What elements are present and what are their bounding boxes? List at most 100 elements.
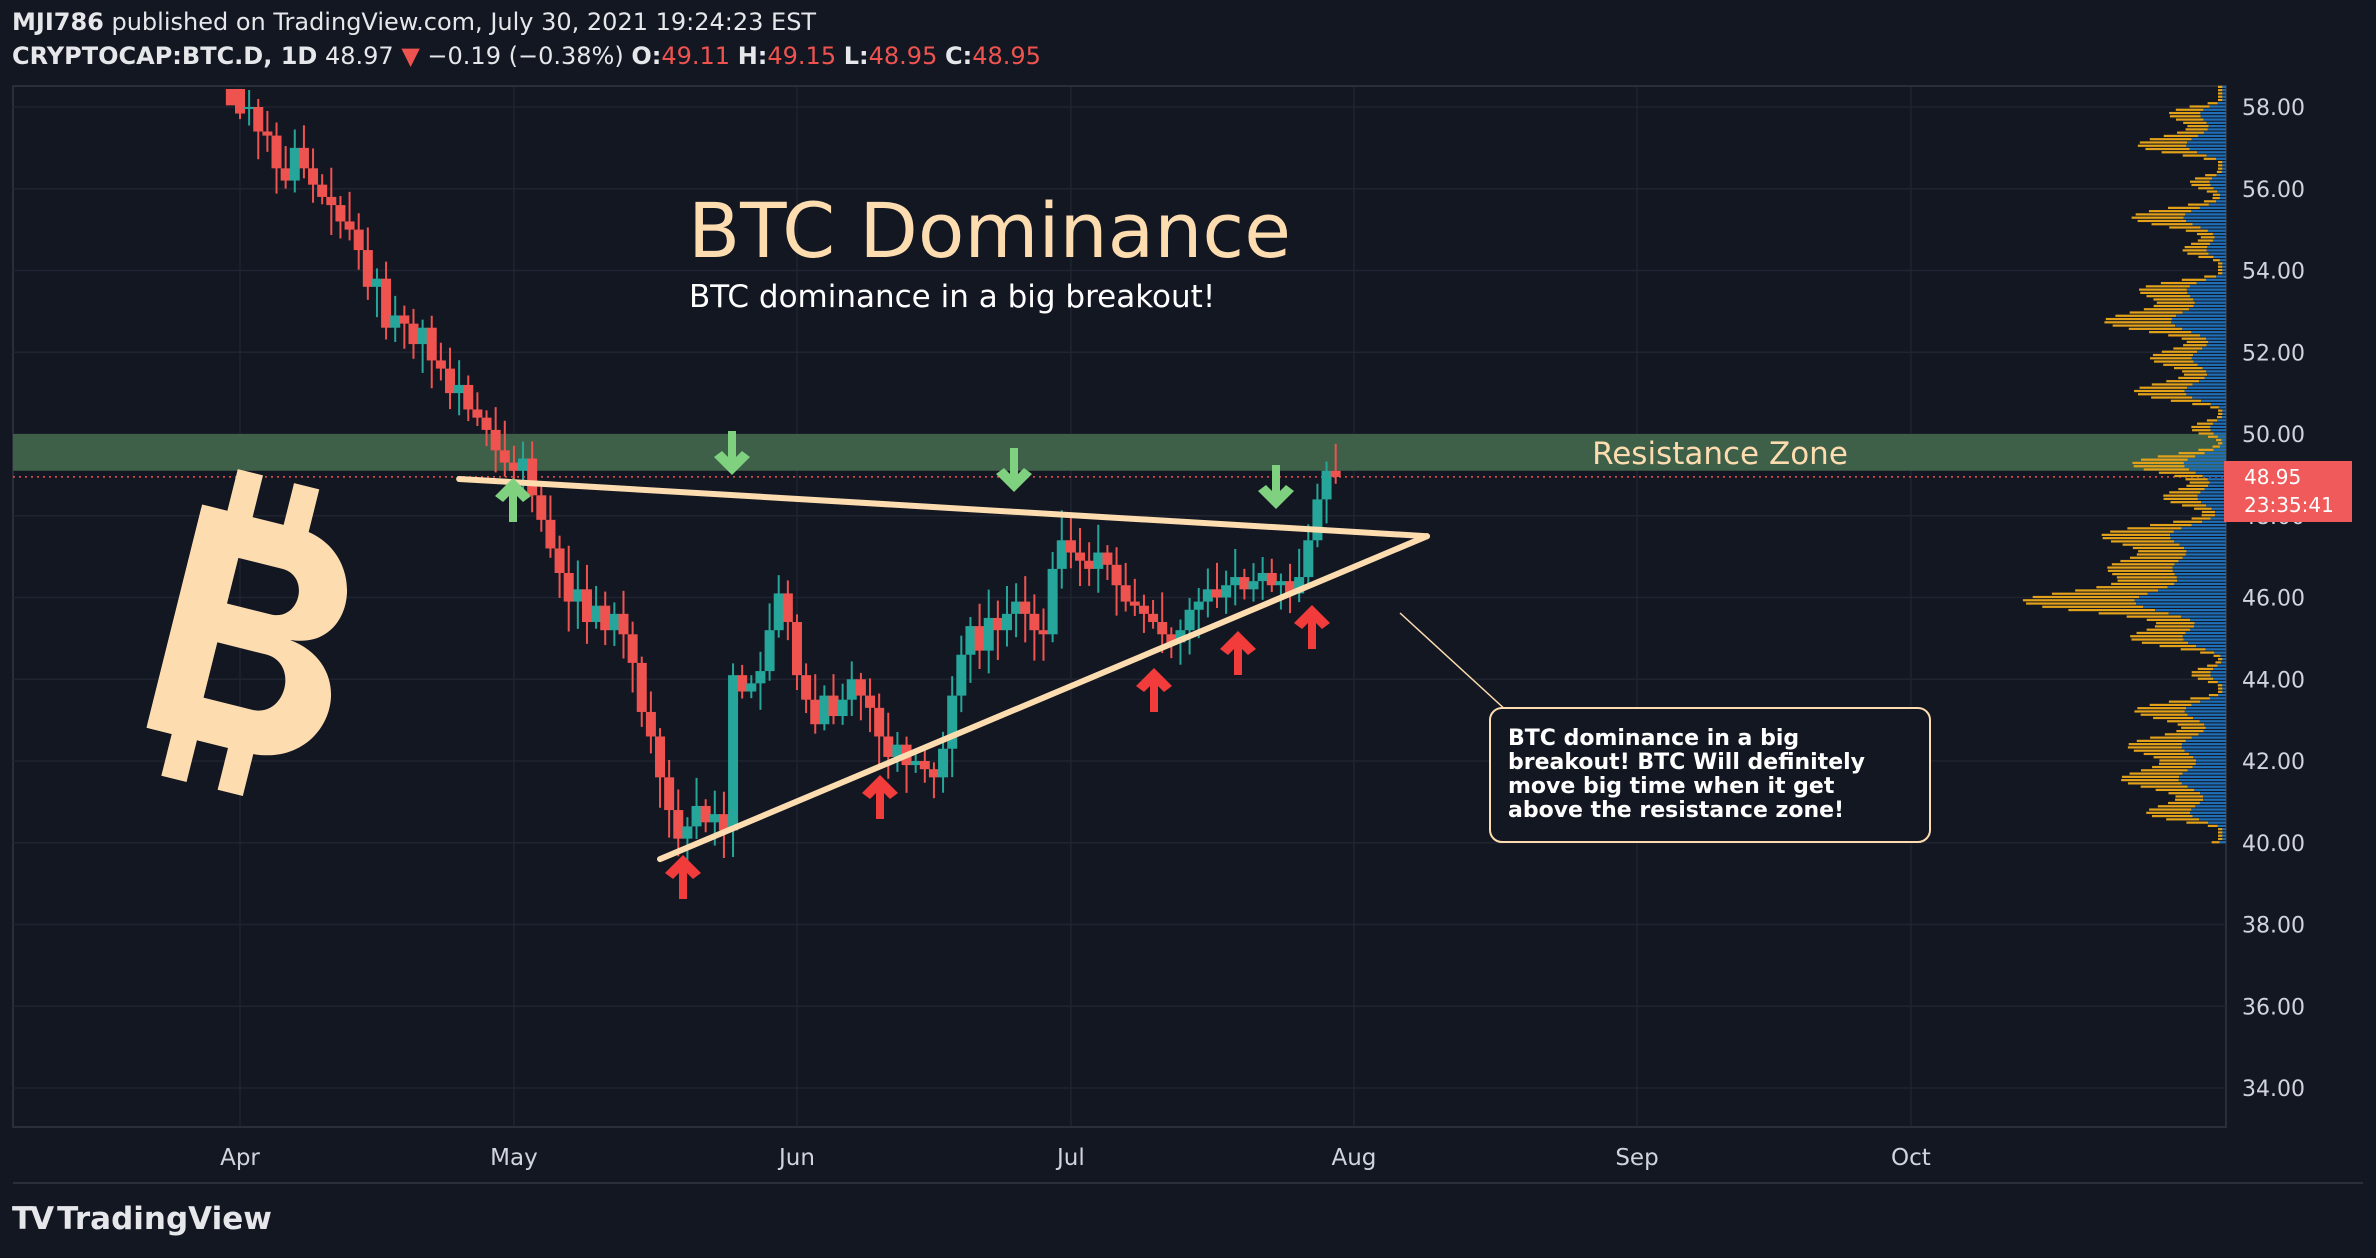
candle-body <box>1111 564 1122 586</box>
volume-profile-bar <box>2146 811 2191 814</box>
volume-profile-bar <box>2177 131 2204 134</box>
volume-profile-bar <box>2140 291 2188 294</box>
volume-profile-bar <box>2207 373 2226 376</box>
close-label: C: <box>944 42 973 70</box>
volume-profile-bar <box>2197 151 2226 154</box>
volume-profile-bar <box>2149 808 2192 811</box>
price-change: −0.19 (−0.38%) <box>427 42 624 70</box>
candle-body <box>855 679 866 696</box>
candle-body <box>1285 581 1296 594</box>
candle-body <box>700 805 711 823</box>
callout-text: BTC dominance in a big breakout! BTC Wil… <box>1508 726 1873 823</box>
volume-profile-bar <box>2212 177 2226 180</box>
volume-profile-bar <box>2187 203 2209 206</box>
candle-body <box>682 826 693 839</box>
volume-profile-bar <box>2205 726 2226 729</box>
candle-body <box>655 736 666 778</box>
volume-profile-bar <box>2206 419 2218 422</box>
volume-profile-bar <box>2150 357 2192 360</box>
published-text: published on TradingView.com, July 30, 2… <box>111 8 817 36</box>
candle-body <box>1093 552 1104 569</box>
volume-profile-bar <box>2163 363 2198 366</box>
candle-body <box>1075 552 1086 561</box>
volume-profile-bar <box>2182 370 2207 373</box>
volume-profile-bar <box>2212 232 2226 236</box>
volume-profile-bar <box>2136 631 2186 635</box>
volume-profile-bar <box>2182 327 2226 330</box>
candle-body <box>572 589 583 602</box>
candle-body <box>1001 613 1012 631</box>
high-value: 49.15 <box>767 42 837 70</box>
volume-profile-bar <box>2210 517 2226 520</box>
candle-body <box>1266 572 1277 586</box>
candle-body <box>627 634 638 663</box>
candle-body <box>1056 540 1067 569</box>
volume-profile-bar <box>2195 471 2226 474</box>
price-tick-label: 52.00 <box>2242 341 2305 366</box>
volume-profile-bar <box>2184 465 2226 468</box>
volume-profile-bar <box>2209 105 2226 108</box>
candle-body <box>819 695 830 725</box>
price-tick-label: 40.00 <box>2242 832 2305 857</box>
volume-profile-bar <box>2200 111 2226 115</box>
tradingview-brand[interactable]: TV TradingView <box>12 1201 272 1237</box>
volume-profile-bar <box>2168 801 2200 805</box>
volume-profile-bar <box>2218 167 2223 170</box>
volume-profile-bar <box>2197 677 2214 680</box>
volume-profile-bar <box>2215 661 2222 664</box>
volume-profile-bar <box>2222 409 2226 412</box>
volume-profile-bar <box>2184 389 2226 393</box>
candle-body <box>1184 609 1195 631</box>
volume-profile-bar <box>2141 458 2188 461</box>
volume-profile-bar <box>2215 157 2226 160</box>
time-axis[interactable]: Apr May Jun Jul Aug Sep Oct <box>220 1145 1931 1171</box>
volume-profile-bar <box>2217 824 2226 827</box>
volume-profile-bar <box>2169 111 2201 115</box>
volume-profile-bar <box>2185 553 2226 556</box>
volume-profile-bar <box>2193 298 2226 301</box>
volume-profile-bar <box>2218 831 2223 834</box>
volume-profile-bar <box>2194 301 2226 304</box>
candle-body <box>600 605 611 631</box>
volume-profile-bar <box>2135 213 2186 216</box>
up-arrow-icon <box>1136 668 1172 712</box>
volume-profile-bar <box>2102 537 2171 540</box>
volume-profile-bar <box>2143 468 2189 471</box>
volume-profile-bar <box>2130 635 2183 638</box>
author[interactable]: MJI786 <box>12 8 104 36</box>
resistance-zone <box>13 434 2226 471</box>
volume-profile-bar <box>2192 402 2211 406</box>
up-arrow-icon <box>1294 605 1330 649</box>
brand-name: TradingView <box>57 1201 272 1237</box>
volume-profile-bar <box>2051 592 2148 595</box>
price-tick-label: 50.00 <box>2242 423 2305 448</box>
volume-profile-bar <box>2189 105 2210 108</box>
price-axis[interactable]: 58.0056.0054.0052.0050.0048.0046.0044.00… <box>2242 96 2305 1102</box>
volume-profile-bar <box>2174 540 2226 543</box>
publish-info: MJI786 published on TradingView.com, Jul… <box>12 8 816 36</box>
volume-profile-bar <box>2213 255 2226 259</box>
volume-profile-bar <box>2161 350 2198 353</box>
volume-profile-bar <box>2218 442 2223 445</box>
volume-profile-bar <box>2207 246 2226 249</box>
price-tick-label: 38.00 <box>2242 914 2305 939</box>
volume-profile-bar <box>2198 733 2226 736</box>
volume-profile-bar <box>2208 203 2226 206</box>
volume-profile-bar <box>2213 239 2226 242</box>
volume-profile-bar <box>2187 769 2226 772</box>
volume-profile-bar <box>2191 671 2211 674</box>
volume-profile-bar <box>2209 180 2226 183</box>
volume-profile-bar <box>2155 788 2195 792</box>
symbol-name[interactable]: CRYPTOCAP:BTC.D, 1D <box>12 42 318 70</box>
candle-body <box>508 462 519 471</box>
volume-profile-bar <box>2203 798 2226 801</box>
volume-profile-bar <box>2186 340 2209 344</box>
price-tick-label: 34.00 <box>2242 1077 2305 1102</box>
volume-profile-bar <box>2199 380 2226 383</box>
volume-profile-bar <box>2206 278 2226 281</box>
volume-profile-bar <box>2127 782 2182 785</box>
volume-profile-bar <box>2183 638 2226 641</box>
candle-body <box>1330 470 1341 477</box>
volume-profile-bar <box>2161 151 2198 154</box>
